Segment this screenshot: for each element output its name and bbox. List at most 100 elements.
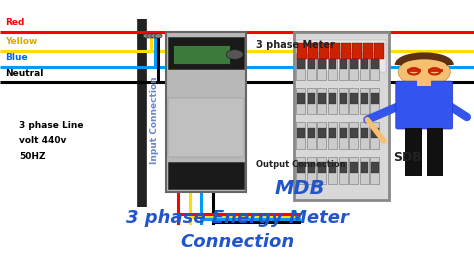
- Text: 3 phase Line: 3 phase Line: [19, 120, 83, 130]
- Bar: [338, 122, 347, 149]
- Text: Blue: Blue: [5, 53, 27, 62]
- Circle shape: [151, 34, 158, 38]
- Bar: [330, 43, 340, 59]
- Bar: [352, 43, 362, 59]
- Bar: [360, 157, 369, 184]
- Bar: [328, 122, 337, 149]
- Bar: [341, 43, 351, 59]
- Text: Yellow: Yellow: [5, 37, 37, 46]
- Bar: [297, 59, 305, 69]
- Bar: [297, 93, 305, 104]
- Text: SDB: SDB: [393, 151, 422, 164]
- Bar: [371, 128, 379, 138]
- Bar: [296, 122, 305, 149]
- Circle shape: [143, 34, 151, 38]
- Bar: [308, 59, 315, 69]
- Bar: [307, 53, 316, 80]
- Bar: [328, 88, 337, 114]
- Circle shape: [155, 34, 162, 38]
- Bar: [350, 93, 358, 104]
- Bar: [297, 43, 307, 59]
- Bar: [319, 128, 326, 138]
- Bar: [319, 93, 326, 104]
- Bar: [360, 53, 369, 80]
- Text: Neutral: Neutral: [5, 69, 43, 78]
- Bar: [350, 162, 358, 173]
- Bar: [318, 53, 327, 80]
- Bar: [363, 43, 373, 59]
- Text: Output Connection: Output Connection: [256, 160, 346, 169]
- Bar: [296, 157, 305, 184]
- Bar: [349, 122, 358, 149]
- Bar: [319, 162, 326, 173]
- Text: MDB: MDB: [275, 179, 326, 198]
- Bar: [417, 76, 431, 86]
- Bar: [168, 37, 244, 69]
- Bar: [338, 157, 347, 184]
- Bar: [319, 59, 326, 69]
- Text: 3 phase Energy Meter: 3 phase Energy Meter: [126, 209, 348, 227]
- Bar: [318, 157, 327, 184]
- Bar: [168, 98, 244, 157]
- FancyBboxPatch shape: [396, 81, 453, 129]
- Text: 3 phase Meter: 3 phase Meter: [256, 40, 335, 50]
- Bar: [361, 162, 368, 173]
- Bar: [339, 162, 347, 173]
- Bar: [296, 53, 305, 80]
- Bar: [370, 53, 379, 80]
- Bar: [371, 59, 379, 69]
- Bar: [360, 88, 369, 114]
- Bar: [361, 59, 368, 69]
- Bar: [371, 93, 379, 104]
- Circle shape: [226, 50, 243, 59]
- Bar: [329, 162, 337, 173]
- Bar: [349, 88, 358, 114]
- Bar: [350, 128, 358, 138]
- Bar: [350, 59, 358, 69]
- Bar: [370, 88, 379, 114]
- Bar: [374, 43, 383, 59]
- Bar: [308, 93, 315, 104]
- Bar: [370, 122, 379, 149]
- Circle shape: [398, 57, 450, 86]
- Bar: [307, 122, 316, 149]
- Bar: [328, 157, 337, 184]
- Text: volt 440v: volt 440v: [19, 136, 66, 146]
- Bar: [308, 43, 318, 59]
- Text: Input Connection: Input Connection: [150, 76, 158, 164]
- Text: Red: Red: [5, 18, 24, 27]
- Bar: [307, 157, 316, 184]
- Bar: [329, 93, 337, 104]
- FancyBboxPatch shape: [294, 32, 389, 200]
- Bar: [338, 88, 347, 114]
- Bar: [361, 93, 368, 104]
- Bar: [297, 128, 305, 138]
- Bar: [371, 162, 379, 173]
- Text: 50HZ: 50HZ: [19, 152, 46, 161]
- Bar: [339, 59, 347, 69]
- Bar: [296, 40, 386, 72]
- Bar: [427, 128, 443, 176]
- Bar: [329, 59, 337, 69]
- Bar: [173, 45, 230, 64]
- Text: Connection: Connection: [180, 233, 294, 251]
- FancyBboxPatch shape: [166, 32, 246, 192]
- Bar: [307, 88, 316, 114]
- Bar: [318, 122, 327, 149]
- Bar: [297, 162, 305, 173]
- Bar: [339, 128, 347, 138]
- Bar: [405, 128, 422, 176]
- Bar: [308, 128, 315, 138]
- Bar: [329, 128, 337, 138]
- Bar: [319, 43, 329, 59]
- Bar: [370, 157, 379, 184]
- Bar: [339, 93, 347, 104]
- Bar: [360, 122, 369, 149]
- Bar: [168, 162, 244, 189]
- Bar: [338, 53, 347, 80]
- Bar: [349, 157, 358, 184]
- Bar: [361, 128, 368, 138]
- Circle shape: [147, 34, 155, 38]
- Bar: [328, 53, 337, 80]
- Bar: [308, 162, 315, 173]
